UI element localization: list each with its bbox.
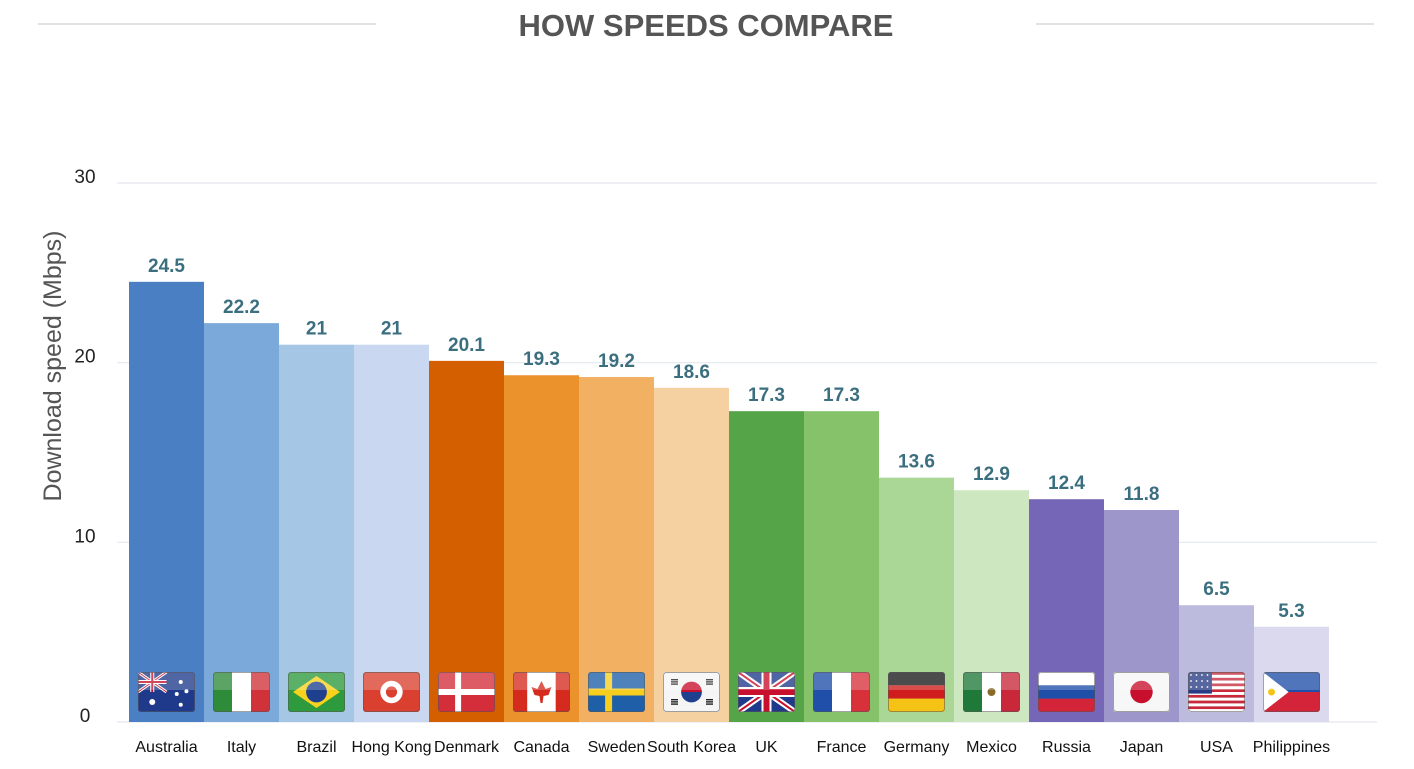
australia-flag-icon [138,672,195,712]
flags [138,672,1320,712]
value-label-philippines: 5.3 [1278,601,1304,622]
bar-uk [729,411,804,722]
x-tick-label-mexico: Mexico [966,739,1017,756]
x-tick-label-russia: Russia [1042,739,1091,756]
x-tick-label-germany: Germany [884,739,950,756]
sweden-flag-icon [588,672,645,712]
x-tick-label-france: France [817,739,867,756]
x-tick-label-sweden: Sweden [588,739,646,756]
y-tick-label: 20 [74,347,95,368]
bar-sweden [579,377,654,722]
value-labels: 24.5 22.2 21 21 20.1 19.3 19.2 18.6 17.3 17.3 13.6… [148,256,1305,622]
philippines-flag-icon [1263,672,1320,712]
value-label-south-korea: 18.6 [673,362,710,383]
x-tick-label-hong-kong: Hong Kong [351,739,431,756]
x-tick-label-denmark: Denmark [434,739,500,756]
value-label-australia: 24.5 [148,256,185,277]
x-tick-label-australia: Australia [135,739,197,756]
bar-denmark [429,360,504,722]
x-tick-label-canada: Canada [513,739,569,756]
y-axis-ticks: 0 10 20 30 [74,167,95,727]
canada-flag-icon [513,672,570,712]
bar-brazil [279,344,354,722]
value-label-mexico: 12.9 [973,464,1010,485]
bar-canada [504,375,579,722]
x-tick-label-japan: Japan [1120,739,1164,756]
france-flag-icon [813,672,870,712]
value-label-uk: 17.3 [748,385,785,406]
value-label-usa: 6.5 [1203,579,1230,600]
x-tick-label-uk: UK [755,739,778,756]
x-tick-label-south-korea: South Korea [647,739,736,756]
y-axis-label: Download speed (Mbps) [39,231,67,502]
japan-flag-icon [1113,672,1170,712]
italy-flag-icon [213,672,270,712]
value-label-hong-kong: 21 [381,319,403,340]
chart-title: HOW SPEEDS COMPARE [519,8,894,43]
south-korea-flag-icon [663,672,720,712]
y-tick-label: 30 [74,167,95,188]
value-label-germany: 13.6 [898,452,935,473]
uk-flag-icon [738,672,795,712]
y-tick-label: 10 [74,526,95,547]
bar-hong-kong [354,344,429,722]
y-tick-label: 0 [80,706,91,727]
denmark-flag-icon [438,672,495,712]
germany-flag-icon [888,672,945,712]
value-label-japan: 11.8 [1124,484,1160,505]
value-label-sweden: 19.2 [598,351,635,372]
title-group: HOW SPEEDS COMPARE [38,8,1374,43]
value-label-italy: 22.2 [223,297,260,318]
x-tick-label-italy: Italy [227,739,256,756]
value-label-russia: 12.4 [1048,473,1085,494]
value-label-denmark: 20.1 [448,335,485,356]
value-label-france: 17.3 [823,385,860,406]
hong-kong-flag-icon [363,672,420,712]
bar-italy [204,323,279,722]
x-tick-label-usa: USA [1200,739,1233,756]
bar-australia [129,281,204,722]
russia-flag-icon [1038,672,1095,712]
mexico-flag-icon [963,672,1020,712]
x-axis-ticks: Australia Italy Brazil Hong Kong Denmark Cana… [135,739,1330,756]
bar-south-korea [654,387,729,722]
value-label-canada: 19.3 [523,349,560,370]
brazil-flag-icon [288,672,345,712]
value-label-brazil: 21 [306,319,328,340]
x-tick-label-brazil: Brazil [296,739,336,756]
bar-france [804,411,879,722]
usa-flag-icon [1188,672,1245,712]
x-tick-label-philippines: Philippines [1253,739,1330,756]
